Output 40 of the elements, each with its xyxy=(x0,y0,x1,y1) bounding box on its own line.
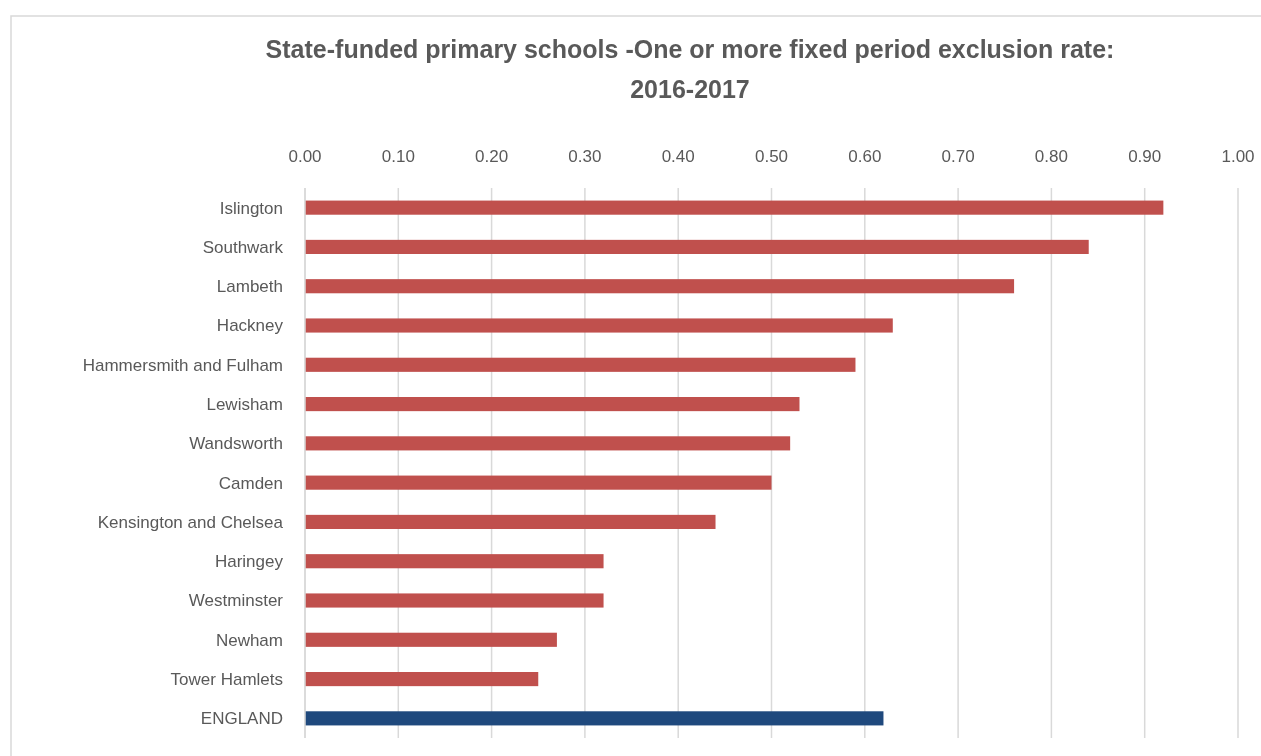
y-tick-label: Westminster xyxy=(188,591,284,611)
chart-title: State-funded primary schools -One or more fixed period exclusion rate: 2016-2017 xyxy=(265,35,1115,103)
bar xyxy=(305,514,716,529)
x-tick-label: 0.00 xyxy=(288,147,322,166)
y-tick-label: Kensington and Chelsea xyxy=(97,512,284,532)
bar xyxy=(305,672,539,687)
bar xyxy=(305,475,772,490)
x-tick-label: 0.80 xyxy=(1034,147,1068,166)
bar xyxy=(305,436,791,451)
bar xyxy=(305,318,893,333)
y-tick-label: Wandsworth xyxy=(189,434,283,454)
y-tick-label: Tower Hamlets xyxy=(170,670,283,690)
y-tick-label: Hackney xyxy=(216,316,284,336)
x-tick-label: 0.40 xyxy=(661,147,695,166)
x-tick-label: 0.60 xyxy=(848,147,882,166)
bar xyxy=(305,279,1015,294)
bar xyxy=(305,239,1089,254)
y-tick-label: Camden xyxy=(218,473,283,493)
bar xyxy=(305,397,800,412)
bar xyxy=(305,357,856,372)
bar xyxy=(305,632,557,647)
y-tick-label: Newham xyxy=(215,630,283,650)
bar xyxy=(305,200,1164,215)
y-tick-label: Haringey xyxy=(214,552,284,572)
y-tick-label: Lewisham xyxy=(206,395,283,415)
bar xyxy=(305,593,604,608)
x-tick-label: 0.10 xyxy=(381,147,415,166)
y-tick-label: Southwark xyxy=(202,237,284,257)
y-tick-label: Islington xyxy=(219,198,283,218)
x-tick-label: 0.20 xyxy=(475,147,509,166)
y-tick-label: ENGLAND xyxy=(200,709,283,729)
x-tick-label: 0.50 xyxy=(754,147,789,166)
x-tick-label: 0.70 xyxy=(941,147,975,166)
x-tick-label: 1.00 xyxy=(1221,147,1255,166)
bar xyxy=(305,554,604,569)
bar xyxy=(305,711,884,726)
x-tick-label: 0.30 xyxy=(568,147,602,166)
y-tick-label: Lambeth xyxy=(216,277,283,297)
x-tick-label: 0.90 xyxy=(1128,147,1162,166)
y-tick-label: Hammersmith and Fulham xyxy=(82,355,283,375)
